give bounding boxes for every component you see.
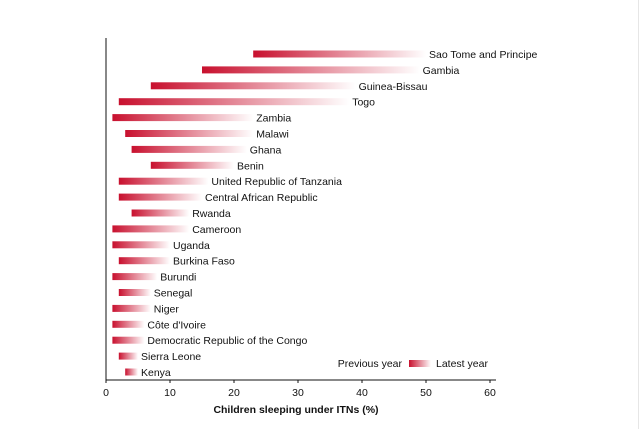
bar-label-sao-tome-and-principe: Sao Tome and Principe xyxy=(429,49,538,61)
bar-sierra-leone xyxy=(118,352,138,360)
bar-senegal xyxy=(118,289,151,296)
bar-niger xyxy=(112,304,151,312)
bar-label-guinea-bissau: Guinea-Bissau xyxy=(359,81,428,93)
bar-label-togo: Togo xyxy=(352,97,375,109)
bar-label-burkina-faso: Burkina Faso xyxy=(173,256,235,268)
bar-burundi xyxy=(112,273,158,281)
bar-kenya xyxy=(125,368,138,376)
bar-democratic-republic-of-the-congo xyxy=(112,336,145,344)
bar-benin xyxy=(150,161,234,169)
bar-label-central-african-republic: Central African Republic xyxy=(205,192,318,204)
bar-label-sierra-leone: Sierra Leone xyxy=(141,351,201,363)
bar-united-republic-of-tanzania xyxy=(118,177,209,185)
bar-label-burundi: Burundi xyxy=(160,272,196,284)
x-axis-title: Children sleeping under ITNs (%) xyxy=(213,404,378,416)
legend: Previous year Latest year xyxy=(338,358,489,370)
bar-cameroon xyxy=(112,225,190,233)
bar-label-zambia: Zambia xyxy=(256,113,291,125)
bar-central-african-republic xyxy=(118,193,202,201)
bar-label-ghana: Ghana xyxy=(250,144,282,156)
bar-label-niger: Niger xyxy=(154,303,180,315)
bar-label-democratic-republic-of-the-congo: Democratic Republic of the Congo xyxy=(147,335,307,347)
bar-label-united-republic-of-tanzania: United Republic of Tanzania xyxy=(211,176,342,188)
x-tick-label-20: 20 xyxy=(228,387,240,399)
x-tick-label-40: 40 xyxy=(356,387,368,399)
bar-label-cameroon: Cameroon xyxy=(192,224,241,236)
bar-label-kenya: Kenya xyxy=(141,367,171,379)
bar-rwanda xyxy=(131,209,190,217)
bar-burkina-faso xyxy=(118,257,170,265)
bar-togo xyxy=(118,98,350,106)
bar-label-cote-d-ivoire: Côte d'Ivoire xyxy=(147,319,206,331)
bar-ghana xyxy=(131,145,247,153)
bar-gambia xyxy=(202,66,420,74)
bar-label-gambia: Gambia xyxy=(423,65,460,77)
legend-start-label: Previous year xyxy=(338,358,403,370)
x-tick-label-30: 30 xyxy=(292,387,304,399)
bar-label-rwanda: Rwanda xyxy=(192,208,231,220)
bar-sao-tome-and-principe xyxy=(253,50,426,58)
bar-zambia xyxy=(112,114,254,122)
x-tick-label-50: 50 xyxy=(420,387,432,399)
bar-labels-group: Sao Tome and Principe Gambia Guinea-Bissau… xyxy=(141,49,538,379)
x-tick-label-60: 60 xyxy=(484,387,496,399)
bar-label-benin: Benin xyxy=(237,160,264,172)
legend-end-label: Latest year xyxy=(436,358,488,370)
x-tick-label-0: 0 xyxy=(103,387,109,399)
legend-swatch xyxy=(409,360,431,367)
x-tick-label-10: 10 xyxy=(164,387,176,399)
bar-uganda xyxy=(112,241,170,249)
bar-malawi xyxy=(125,130,254,137)
bar-label-senegal: Senegal xyxy=(154,288,193,300)
bar-cote-d-ivoire xyxy=(112,320,145,328)
bar-guinea-bissau xyxy=(150,82,356,90)
bar-label-malawi: Malawi xyxy=(256,129,289,141)
bars-group xyxy=(112,50,426,376)
x-tick-group: 0 10 20 30 40 50 60 xyxy=(103,380,496,399)
bar-label-uganda: Uganda xyxy=(173,240,210,252)
